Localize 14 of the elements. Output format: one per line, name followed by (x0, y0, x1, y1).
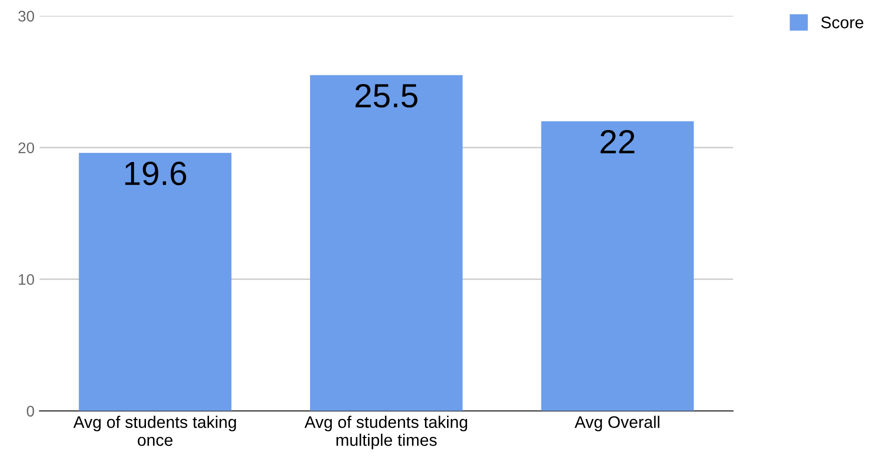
data-label: 22 (600, 130, 634, 154)
y-tick-label: 0 (26, 406, 34, 417)
bar (310, 75, 463, 411)
y-tick-label: 10 (18, 274, 34, 285)
x-tick-label: Avg of students taking multiple times (304, 416, 468, 450)
bar (541, 121, 694, 411)
data-label: 19.6 (125, 162, 186, 186)
x-tick-label: Avg of students taking once (73, 416, 236, 446)
bar (78, 152, 232, 411)
data-label: 25.5 (356, 84, 418, 108)
y-tick-label: 20 (18, 142, 34, 154)
x-tick-label: Avg Overall (574, 416, 660, 432)
legend-label: Score (821, 16, 864, 28)
y-tick-label: 30 (18, 10, 34, 22)
